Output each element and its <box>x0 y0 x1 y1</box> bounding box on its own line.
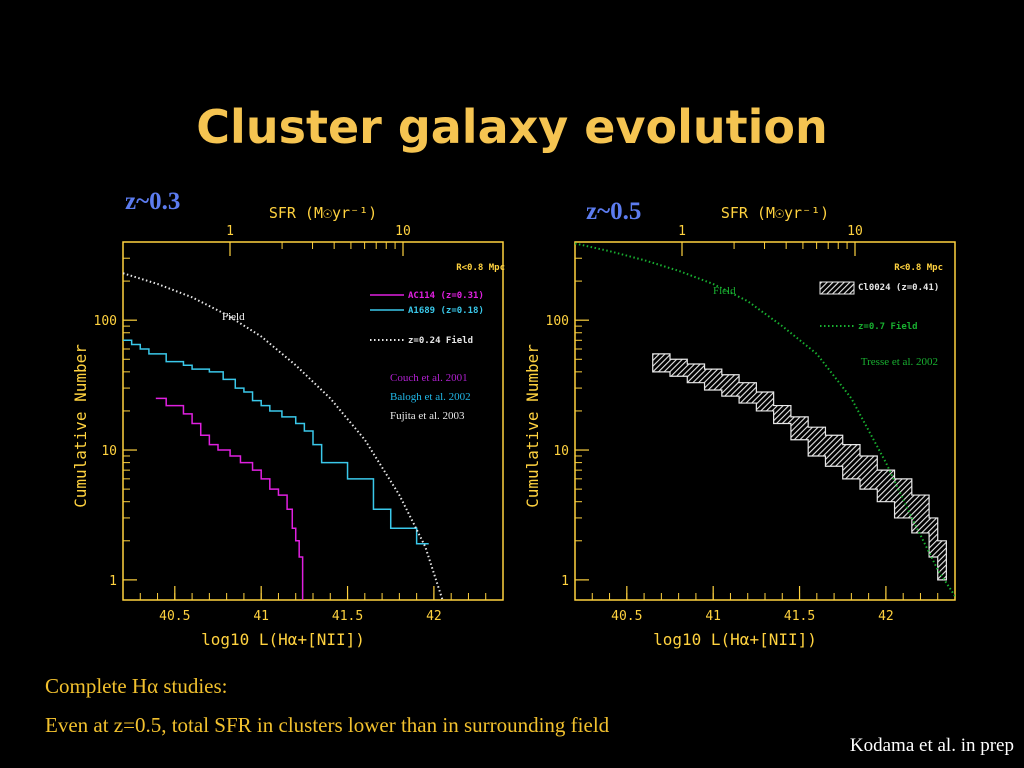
legend-label: A1689 (z=0.18) <box>408 306 484 316</box>
series-line-1 <box>123 339 429 545</box>
x-tick-label: 42 <box>426 609 442 624</box>
y-tick-label: 10 <box>553 444 569 459</box>
series-line-2 <box>123 272 444 600</box>
x-axis-title: log10 L(Hα+[NII]) <box>653 630 817 649</box>
field-label: Field <box>222 311 245 323</box>
plot-data-group <box>575 242 955 597</box>
y-tick-label: 100 <box>546 314 569 329</box>
legend-swatch <box>819 281 855 295</box>
x-tick-label: 42 <box>878 609 894 624</box>
x-tick-label: 41.5 <box>332 609 363 624</box>
x-axis-title: log10 L(Hα+[NII]) <box>201 630 365 649</box>
reference-text: Fujita et al. 2003 <box>390 410 465 422</box>
x-tick-label: 41.5 <box>784 609 815 624</box>
panel-label-right: z~0.5 <box>586 198 642 225</box>
series-line-1 <box>575 242 955 597</box>
legend-label: z=0.7 Field <box>858 321 918 332</box>
caption-line-1: Complete Hα studies: <box>45 674 228 698</box>
y-tick-label: 1 <box>109 574 117 589</box>
radius-label: R<0.8 Mpc <box>894 263 943 273</box>
chart-panel-1: 40.5 41 41.5 42 1 10 SFR (M☉yr⁻¹) 1 10 100 log10 L… <box>71 204 505 649</box>
series-line-0 <box>155 397 304 600</box>
top-tick-label: 1 <box>226 224 234 239</box>
reference-text: Balogh et al. 2002 <box>390 391 471 403</box>
legend-label: z=0.24 Field <box>408 335 473 346</box>
panel-label-left: z~0.3 <box>125 188 181 215</box>
reference-text: Tresse et al. 2002 <box>861 356 938 368</box>
top-tick-label: 10 <box>847 224 863 239</box>
x-tick-label: 40.5 <box>611 609 642 624</box>
x-tick-label: 41 <box>253 609 269 624</box>
x-tick-label: 40.5 <box>159 609 190 624</box>
y-axis-title: Cumulative Number <box>523 344 542 508</box>
top-tick-label: 1 <box>678 224 686 239</box>
reference-text: Couch et al. 2001 <box>390 372 468 384</box>
series-band-0 <box>652 353 947 581</box>
plot-data-group <box>123 272 444 600</box>
top-axis-label: SFR (M☉yr⁻¹) <box>269 204 377 222</box>
caption-line-2: Even at z=0.5, total SFR in clusters low… <box>45 713 610 737</box>
top-tick-label: 10 <box>395 224 411 239</box>
top-axis-label: SFR (M☉yr⁻¹) <box>721 204 829 222</box>
y-tick-label: 100 <box>94 314 117 329</box>
radius-label: R<0.8 Mpc <box>456 263 505 273</box>
y-axis-title: Cumulative Number <box>71 344 90 508</box>
legend-label: AC114 (z=0.31) <box>408 291 484 301</box>
x-tick-label: 41 <box>705 609 721 624</box>
plot-frame <box>574 241 956 601</box>
chart-panel-2: 40.5 41 41.5 42 1 10 SFR (M☉yr⁻¹) 1 10 100 log10 L… <box>523 204 956 649</box>
slide-title: Cluster galaxy evolution <box>196 100 828 154</box>
field-label: Field <box>713 285 736 297</box>
y-tick-label: 1 <box>561 574 569 589</box>
credit-text: Kodama et al. in prep <box>849 735 1014 756</box>
y-tick-label: 10 <box>101 444 117 459</box>
legend-label: Cl0024 (z=0.41) <box>858 283 939 293</box>
